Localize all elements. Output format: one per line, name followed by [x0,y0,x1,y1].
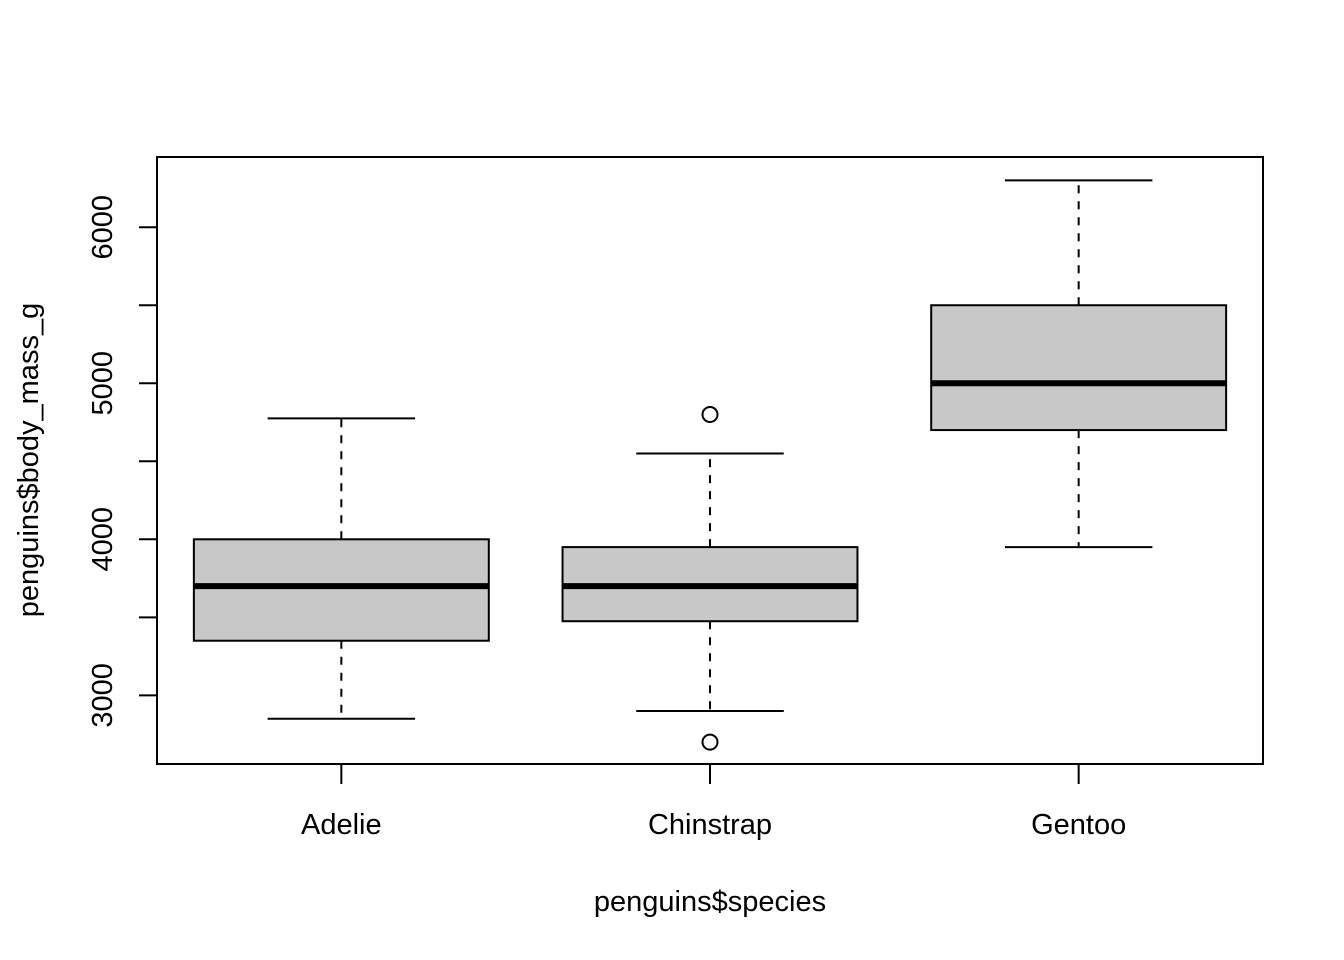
box-adelie [192,417,490,720]
y-axis-label: penguins$body_mass_g [13,303,45,617]
x-axis: Adelie Chinstrap Gentoo [301,763,1126,841]
y-axis: 3000 4000 5000 6000 [87,195,158,728]
x-tick-label: Chinstrap [648,809,772,841]
x-tick-label: Adelie [301,809,382,841]
outlier-point [701,733,719,751]
y-tick-label: 5000 [87,351,119,416]
iqr-box [930,304,1228,432]
y-tick-label: 6000 [87,195,119,260]
y-tick-label: 3000 [87,663,119,728]
y-tick-label: 4000 [87,507,119,572]
box-chinstrap [561,405,859,751]
outlier-point [701,405,719,423]
x-tick-label: Gentoo [1031,809,1126,841]
boxes-layer [192,179,1228,751]
iqr-box [192,538,490,642]
box-gentoo [930,179,1228,549]
x-axis-label: penguins$species [594,886,826,918]
